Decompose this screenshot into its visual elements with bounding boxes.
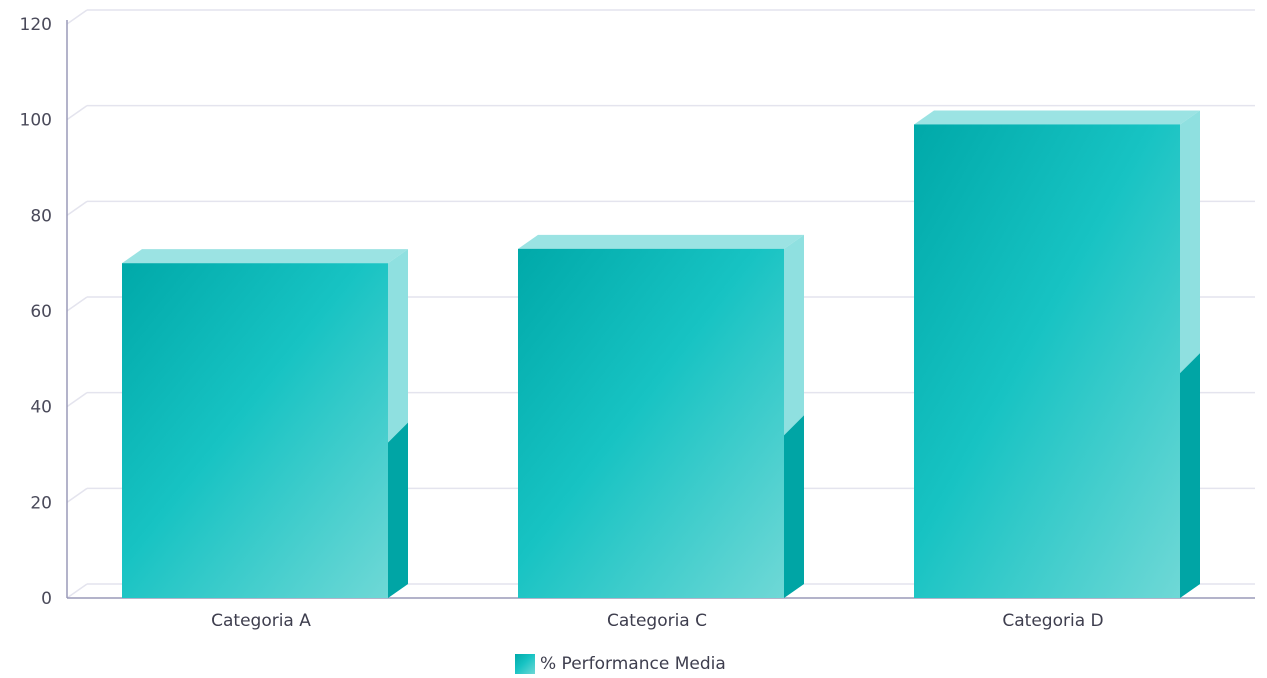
gridline-diag (66, 392, 88, 408)
bar[interactable] (914, 110, 1200, 598)
labels: 0 20 40 60 80 100 120 Categoria A Categoria C Cat… (20, 15, 1104, 631)
bar[interactable] (518, 234, 804, 599)
bar-top-face (122, 249, 408, 264)
y-tick-label: 60 (30, 302, 52, 322)
bar-front-face (122, 263, 388, 598)
y-tick-label: 80 (30, 206, 52, 226)
y-tick-label: 0 (41, 589, 52, 609)
y-tick-label: 100 (20, 111, 52, 131)
bar-front-face (518, 248, 784, 599)
bar-side-shadow (784, 415, 804, 598)
gridline-diag (66, 105, 88, 121)
legend[interactable]: % Performance Media (515, 654, 726, 674)
bar-front-face (914, 124, 1180, 598)
gridline-diag (66, 200, 88, 216)
x-tick-label: Categoria D (1002, 611, 1103, 631)
gridline-diag (66, 487, 88, 503)
bar-top-face (518, 234, 804, 249)
bars (122, 110, 1200, 599)
gridline-diag (66, 9, 88, 25)
legend-swatch (515, 654, 535, 674)
bar-top-face (914, 110, 1200, 125)
y-tick-label: 120 (20, 15, 52, 35)
legend-label: % Performance Media (540, 654, 726, 674)
gridline-diag (66, 296, 88, 312)
bar-side-shadow (388, 422, 408, 598)
y-tick-label: 40 (30, 398, 52, 418)
x-tick-label: Categoria A (211, 611, 311, 631)
x-tick-label: Categoria C (607, 611, 707, 631)
bar[interactable] (122, 249, 408, 598)
gridline-diag (66, 583, 88, 599)
bar-side-shadow (1180, 353, 1200, 598)
y-tick-label: 20 (30, 493, 52, 513)
